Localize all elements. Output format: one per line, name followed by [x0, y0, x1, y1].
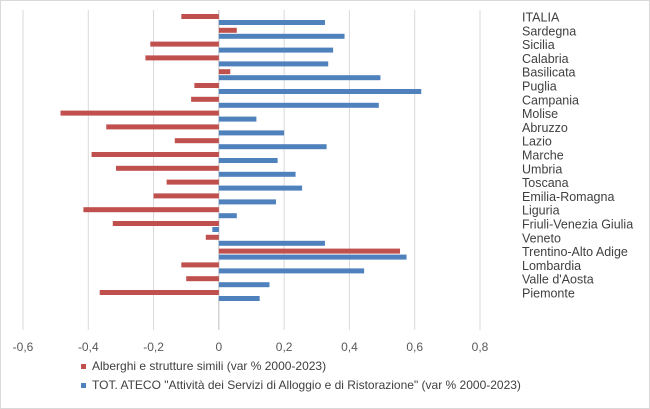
bar-tot-ateco [218, 33, 345, 39]
bar-tot-ateco [218, 199, 276, 205]
bar-alberghi [145, 55, 219, 61]
category-label: Marche [522, 149, 564, 163]
bar-alberghi [91, 152, 219, 157]
x-tick-label: 0 [216, 340, 223, 354]
x-tick-label: 0,6 [406, 340, 423, 354]
bar-tot-ateco [218, 185, 303, 191]
bar-alberghi [150, 41, 219, 47]
category-label: Piemonte [522, 287, 575, 301]
bar-tot-ateco [218, 75, 381, 81]
category-label: Veneto [522, 231, 561, 245]
bar-alberghi [60, 110, 219, 116]
bar-tot-ateco [218, 61, 329, 67]
bar-tot-ateco [218, 20, 325, 25]
bar-tot-ateco [218, 282, 270, 288]
bar-tot-ateco [218, 116, 257, 122]
bar-alberghi [181, 262, 219, 268]
x-tick-label: -0,6 [13, 340, 34, 354]
x-tick-label: 0,2 [276, 340, 293, 354]
bar-tot-ateco [218, 171, 296, 177]
bar-alberghi [218, 27, 237, 33]
bar-tot-ateco [218, 144, 327, 150]
bar-alberghi [218, 69, 231, 75]
category-labels: ITALIASardegnaSiciliaCalabriaBasilicataP… [522, 11, 633, 301]
bar-alberghi [116, 165, 219, 171]
bar-alberghi [166, 179, 219, 185]
bar-tot-ateco [218, 47, 334, 53]
bar-alberghi [112, 221, 219, 226]
bar-alberghi [99, 290, 219, 295]
bar-alberghi [174, 138, 219, 144]
bar-alberghi [186, 276, 219, 282]
bar-tot-ateco [212, 227, 219, 232]
bar-alberghi [106, 124, 219, 130]
bar-alberghi [194, 83, 219, 88]
x-tick-label: -0,2 [143, 340, 164, 354]
bar-tot-ateco [218, 102, 379, 108]
category-label: Calabria [522, 52, 569, 66]
bar-tot-ateco [218, 158, 278, 163]
x-axis-ticks: -0,6 -0,4 -0,2 0 0,2 0,4 0,6 0,8 [13, 340, 489, 354]
legend-swatch [81, 364, 86, 369]
bar-tot-ateco [218, 240, 325, 246]
category-label: Basilicata [522, 66, 576, 80]
category-label: Puglia [522, 80, 557, 94]
x-tick-label: 0,4 [341, 340, 358, 354]
bar-alberghi [191, 96, 219, 102]
bar-tot-ateco [218, 296, 260, 301]
category-label: Toscana [522, 176, 569, 190]
bar-tot-ateco [218, 254, 407, 260]
category-label: Sardegna [522, 24, 576, 38]
bar-alberghi [181, 14, 219, 19]
category-label: Umbria [522, 162, 562, 176]
bar-tot-ateco [218, 268, 365, 274]
category-label: Friuli-Venezia Giulia [522, 218, 633, 232]
bar-alberghi [83, 207, 219, 213]
category-label: Lombardia [522, 259, 581, 273]
category-label: Molise [522, 107, 558, 121]
legend-label: Alberghi e strutture simili (var % 2000-… [92, 359, 326, 373]
bar-tot-ateco [218, 130, 285, 136]
bar-tot-ateco [218, 89, 422, 94]
category-label: ITALIA [522, 11, 560, 25]
x-tick-label: 0,8 [472, 340, 489, 354]
category-label: Campania [522, 93, 579, 107]
category-label: Sicilia [522, 38, 555, 52]
category-label: Lazio [522, 135, 552, 149]
category-label: Emilia-Romagna [522, 190, 614, 204]
bars [60, 14, 422, 301]
category-label: Liguria [522, 204, 560, 218]
bar-alberghi [218, 248, 401, 254]
legend: Alberghi e strutture simili (var % 2000-… [81, 359, 521, 392]
legend-swatch [81, 383, 86, 388]
category-label: Trentino-Alto Adige [522, 245, 628, 259]
legend-label: TOT. ATECO "Attività dei Servizi di Allo… [92, 378, 521, 392]
bar-tot-ateco [218, 213, 237, 219]
category-label: Abruzzo [522, 121, 568, 135]
gridlines [22, 10, 481, 330]
bar-alberghi [205, 234, 219, 240]
category-label: Valle d'Aosta [522, 273, 594, 287]
x-tick-label: -0,4 [78, 340, 99, 354]
bar-alberghi [153, 193, 219, 199]
